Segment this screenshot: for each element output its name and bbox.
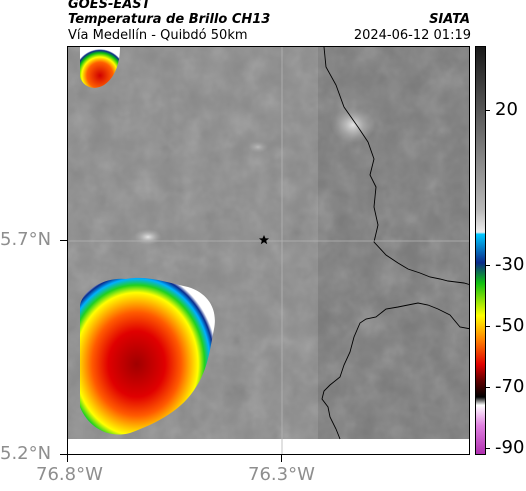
- product-title: Temperatura de Brillo CH13: [68, 12, 271, 27]
- colorbar-gradient: [476, 47, 485, 454]
- satellite-title: GOES-EAST: [68, 0, 151, 12]
- organization-label: SIATA: [429, 12, 470, 27]
- colorbar-tick-mark: [486, 448, 490, 449]
- convective-system: [80, 277, 215, 435]
- star-icon[interactable]: [259, 235, 269, 245]
- convective-cell-north: [80, 47, 120, 88]
- colorbar-label: -70: [495, 376, 525, 397]
- lon-tick-label: 76.8°W: [36, 464, 103, 485]
- satellite-image: [68, 47, 469, 454]
- timestamp-label: 2024-06-12 01:19: [353, 28, 471, 43]
- colorbar-tick-mark: [486, 110, 490, 111]
- colorbar: [475, 46, 486, 455]
- lat-tick-mark: [60, 454, 67, 455]
- lat-tick-label: 5.7°N: [0, 229, 52, 250]
- map-panel[interactable]: [67, 46, 470, 455]
- lat-tick-mark: [60, 240, 67, 241]
- colorbar-label: -30: [495, 254, 525, 275]
- route-label: Vía Medellín - Quibdó 50km: [68, 28, 248, 43]
- colorbar-label: 20: [495, 99, 518, 120]
- colorbar-tick-mark: [486, 387, 490, 388]
- colorbar-label: -90: [495, 437, 525, 458]
- lat-tick-label: 5.2°N: [0, 443, 52, 464]
- department-border-south: [321, 302, 469, 440]
- lon-tick-label: 76.3°W: [248, 464, 315, 485]
- department-border: [323, 47, 469, 285]
- lon-tick-mark: [281, 455, 282, 462]
- lon-tick-mark: [67, 455, 68, 462]
- colorbar-label: -50: [495, 315, 525, 336]
- colorbar-tick-mark: [486, 265, 490, 266]
- colorbar-tick-mark: [486, 326, 490, 327]
